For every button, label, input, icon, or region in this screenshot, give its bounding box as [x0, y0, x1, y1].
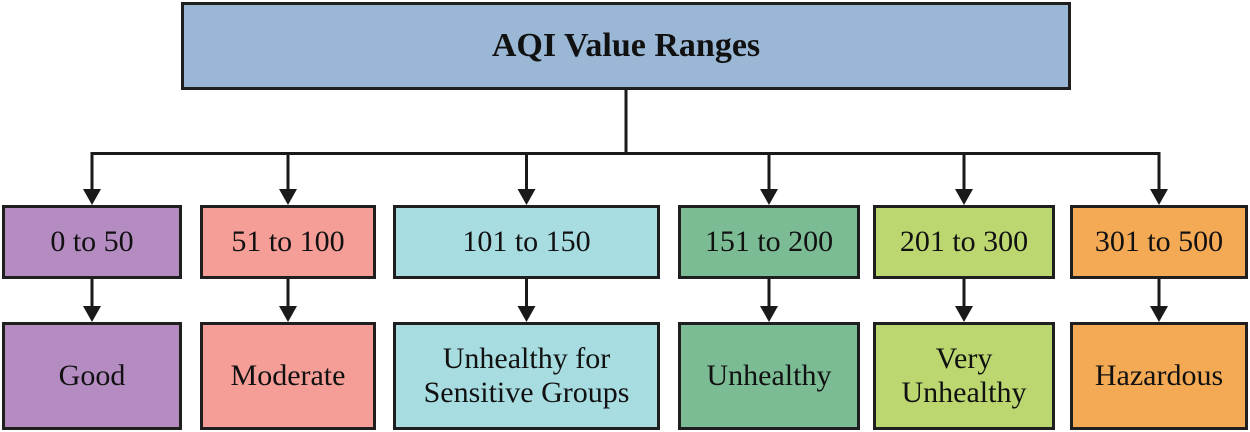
category-label: Unhealthy for Sensitive Groups: [423, 342, 630, 409]
arrowhead-icon: [760, 306, 778, 322]
category-box-very-unhealthy: Very Unhealthy: [873, 322, 1055, 430]
range-label: 51 to 100: [231, 225, 345, 259]
arrowhead-icon: [279, 306, 297, 322]
diagram-title: AQI Value Ranges: [491, 26, 761, 64]
category-box-moderate: Moderate: [200, 322, 376, 430]
arrowhead-icon: [1150, 306, 1168, 322]
arrowhead-icon: [83, 189, 101, 205]
category-box-good: Good: [2, 322, 182, 430]
category-label: Very Unhealthy: [901, 342, 1027, 409]
range-label: 0 to 50: [50, 225, 134, 259]
arrowhead-icon: [955, 189, 973, 205]
range-box-101-150: 101 to 150: [393, 205, 660, 279]
range-box-151-200: 151 to 200: [678, 205, 860, 279]
arrowhead-icon: [83, 306, 101, 322]
range-label: 301 to 500: [1094, 225, 1224, 259]
category-box-hazardous: Hazardous: [1070, 322, 1248, 430]
arrowhead-icon: [517, 306, 536, 322]
category-box-unhealthy: Unhealthy: [678, 322, 860, 430]
range-label: 151 to 200: [704, 225, 834, 259]
arrowhead-icon: [1150, 189, 1168, 205]
category-label: Unhealthy: [706, 359, 832, 393]
title-box: AQI Value Ranges: [181, 2, 1071, 90]
range-box-301-500: 301 to 500: [1070, 205, 1248, 279]
arrowhead-icon: [955, 306, 973, 322]
category-label: Moderate: [230, 359, 346, 393]
range-box-0-50: 0 to 50: [2, 205, 182, 279]
range-box-201-300: 201 to 300: [873, 205, 1055, 279]
category-label: Good: [58, 359, 126, 393]
range-label: 101 to 150: [462, 225, 591, 259]
arrowhead-icon: [760, 189, 778, 205]
arrowhead-icon: [279, 189, 297, 205]
category-label: Hazardous: [1094, 359, 1224, 393]
range-label: 201 to 300: [899, 225, 1029, 259]
range-box-51-100: 51 to 100: [200, 205, 376, 279]
arrowhead-icon: [517, 189, 536, 205]
category-box-unhealthy-sensitive: Unhealthy for Sensitive Groups: [393, 322, 660, 430]
